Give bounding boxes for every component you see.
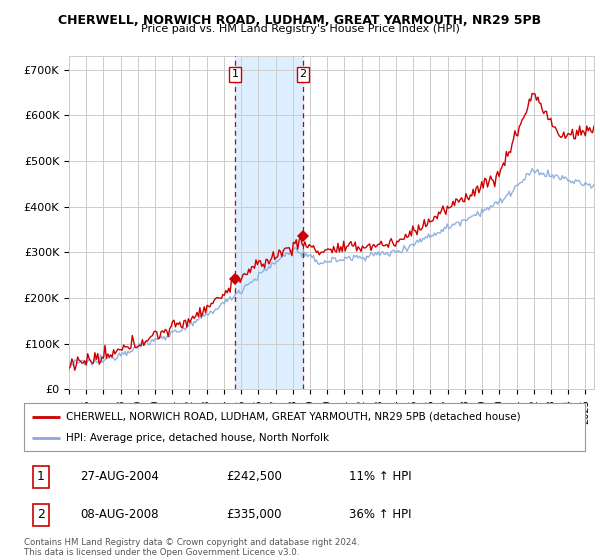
Text: 1: 1 bbox=[232, 69, 239, 80]
Text: Contains HM Land Registry data © Crown copyright and database right 2024.
This d: Contains HM Land Registry data © Crown c… bbox=[24, 538, 359, 557]
Text: £335,000: £335,000 bbox=[226, 508, 281, 521]
Bar bbox=[235, 56, 303, 389]
Text: Price paid vs. HM Land Registry's House Price Index (HPI): Price paid vs. HM Land Registry's House … bbox=[140, 24, 460, 34]
Text: CHERWELL, NORWICH ROAD, LUDHAM, GREAT YARMOUTH, NR29 5PB (detached house): CHERWELL, NORWICH ROAD, LUDHAM, GREAT YA… bbox=[66, 412, 521, 422]
Text: £242,500: £242,500 bbox=[226, 470, 282, 483]
Text: 2: 2 bbox=[299, 69, 307, 80]
Text: 11% ↑ HPI: 11% ↑ HPI bbox=[349, 470, 412, 483]
Text: 08-AUG-2008: 08-AUG-2008 bbox=[80, 508, 158, 521]
Text: 1: 1 bbox=[37, 470, 45, 483]
Text: HPI: Average price, detached house, North Norfolk: HPI: Average price, detached house, Nort… bbox=[66, 433, 329, 444]
Text: 27-AUG-2004: 27-AUG-2004 bbox=[80, 470, 159, 483]
Text: 36% ↑ HPI: 36% ↑ HPI bbox=[349, 508, 412, 521]
Text: CHERWELL, NORWICH ROAD, LUDHAM, GREAT YARMOUTH, NR29 5PB: CHERWELL, NORWICH ROAD, LUDHAM, GREAT YA… bbox=[58, 14, 542, 27]
Text: 2: 2 bbox=[37, 508, 45, 521]
